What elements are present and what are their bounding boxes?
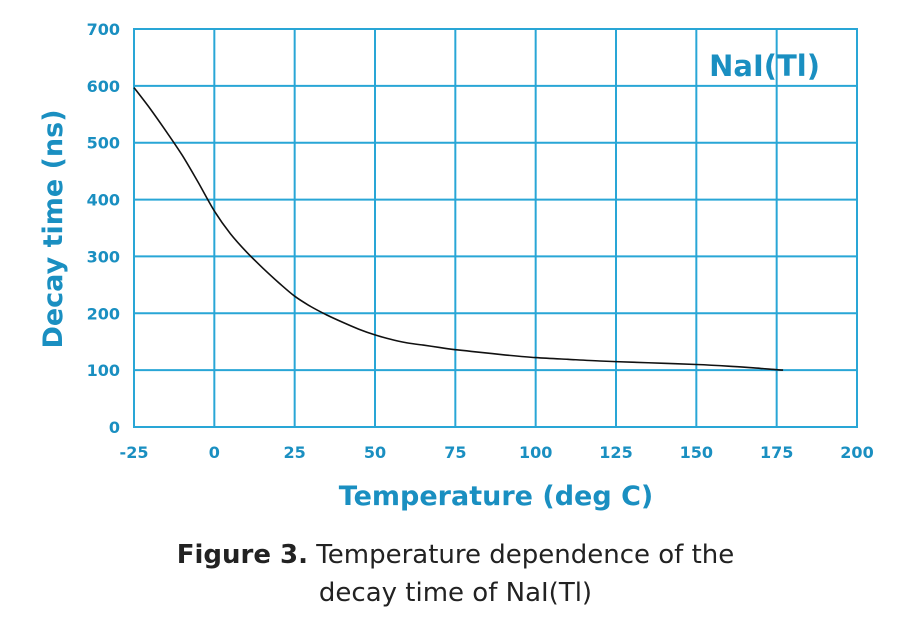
caption-figure-number: Figure 3. [176,540,309,570]
y-axis-label: Decay time (ns) [38,109,69,348]
y-tick-label: 200 [87,304,120,323]
x-tick-label: 200 [840,443,873,462]
y-tick-label: 700 [87,20,120,39]
y-tick-label: 600 [87,77,120,96]
x-tick-label: -25 [120,443,149,462]
x-tick-label: 25 [284,443,306,462]
x-axis-label: Temperature (deg C) [339,481,653,512]
caption-line-2: decay time of NaI(Tl) [318,578,593,608]
series-line-nai-tl [133,87,784,371]
caption-line-1: Temperature dependence of the [308,540,735,570]
plot-frame [133,28,858,428]
x-tick-labels: -25 0 25 50 75 100 125 150 175 200 [120,443,874,462]
x-tick-label: 50 [364,443,386,462]
y-tick-label: 400 [87,191,120,210]
x-tick-label: 175 [760,443,793,462]
decay-time-chart: -25 0 25 50 75 100 125 150 175 200 01002003004005… [38,20,874,512]
y-tick-label: 100 [87,361,120,380]
y-tick-label: 500 [87,134,120,153]
x-tick-label: 150 [680,443,713,462]
x-tick-label: 75 [444,443,466,462]
y-tick-label: 0 [109,418,120,437]
x-tick-label: 100 [519,443,552,462]
x-tick-label: 125 [599,443,632,462]
x-tick-label: 0 [209,443,220,462]
y-tick-labels: 0 100 200 300 400 500 600 700 [87,20,120,437]
y-tick-label: 300 [87,247,120,266]
chart-annotation: NaI(Tl) [709,49,820,83]
figure-caption: Figure 3. Temperature dependence of the … [0,536,911,612]
